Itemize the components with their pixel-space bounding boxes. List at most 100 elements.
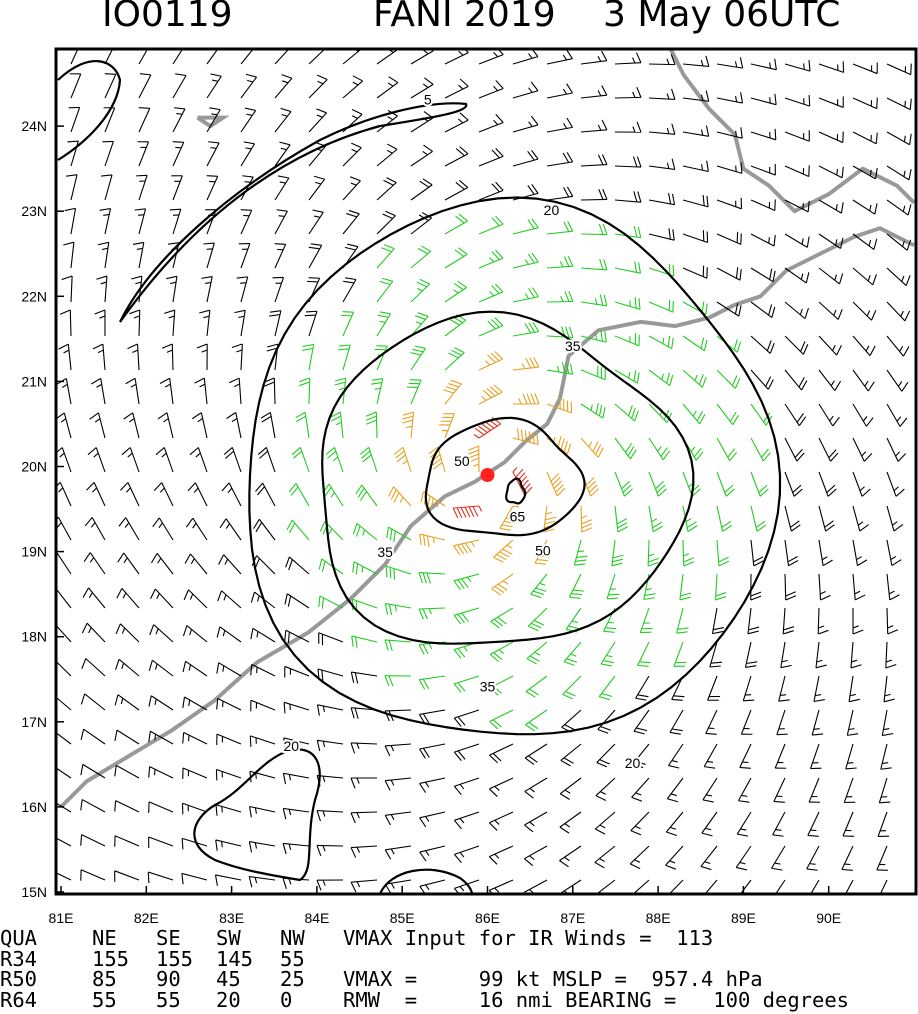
wind-barb <box>182 732 208 745</box>
barb-half-feather <box>600 791 606 795</box>
barb-feather <box>804 308 810 319</box>
barb-feather <box>635 697 647 701</box>
wind-barb <box>206 107 221 133</box>
barb-staff <box>249 876 276 881</box>
barb-half-feather <box>335 421 342 426</box>
r50-sw: 45 <box>216 967 241 991</box>
wind-barb <box>80 799 106 813</box>
barb-staff <box>61 447 72 473</box>
barb-staff <box>775 879 786 894</box>
wind-barb <box>648 369 674 387</box>
barb-staff <box>240 344 243 371</box>
barb-staff <box>194 482 208 507</box>
wind-barb <box>376 244 395 269</box>
barb-feather <box>497 583 508 591</box>
wind-barb <box>286 519 310 541</box>
barb-half-feather <box>256 631 259 638</box>
barb-feather <box>426 572 431 584</box>
barb-feather <box>173 107 186 110</box>
barb-feather <box>671 123 676 135</box>
barb-feather <box>696 410 703 422</box>
r34-se: 155 <box>156 947 194 971</box>
barb-staff <box>444 220 468 235</box>
barb-staff <box>249 805 276 813</box>
barb-feather <box>402 411 414 416</box>
barb-half-feather <box>223 594 227 601</box>
barb-feather <box>531 149 539 160</box>
barb-feather <box>603 259 608 271</box>
wind-barb <box>488 845 514 865</box>
barb-staff <box>104 107 116 133</box>
barb-feather <box>540 551 552 555</box>
wind-barb <box>376 49 399 65</box>
barb-feather <box>531 218 539 229</box>
barb-feather <box>807 834 819 837</box>
wind-barb <box>493 539 514 563</box>
barb-half-feather <box>120 698 124 705</box>
wind-barb <box>877 811 890 837</box>
wind-barb <box>852 607 864 635</box>
barb-feather <box>351 109 363 115</box>
barb-feather <box>791 524 801 532</box>
barb-feather <box>863 452 873 462</box>
wind-barb <box>439 413 455 439</box>
barb-staff <box>850 641 854 668</box>
barb-staff <box>444 253 468 269</box>
barb-feather <box>581 527 593 533</box>
barb-staff <box>138 208 147 235</box>
barb-half-feather <box>560 295 564 302</box>
wind-barb <box>876 845 888 871</box>
wind-barb <box>82 587 106 609</box>
barb-feather <box>454 249 465 257</box>
barb-feather <box>768 304 773 316</box>
wind-barb <box>750 573 762 601</box>
barb-half-feather <box>861 451 867 457</box>
wind-barb <box>818 267 844 285</box>
barb-staff <box>161 482 174 507</box>
barb-half-feather <box>524 293 530 300</box>
barb-feather <box>867 381 875 392</box>
barb-feather <box>291 447 301 455</box>
barb-staff <box>490 607 514 622</box>
wind-barb <box>443 379 462 405</box>
barb-feather <box>383 179 394 186</box>
barb-feather <box>249 735 252 747</box>
barb-feather <box>566 186 574 197</box>
barb-feather <box>713 626 725 631</box>
barb-feather <box>533 357 540 368</box>
barb-staff <box>818 369 836 391</box>
wind-barb <box>704 879 718 894</box>
barb-feather <box>667 798 679 803</box>
barb-staff <box>444 153 469 167</box>
barb-feather <box>599 258 604 270</box>
barb-feather <box>417 248 429 255</box>
barb-feather <box>257 486 265 496</box>
barb-staff <box>419 811 446 819</box>
barb-staff <box>848 675 854 702</box>
wind-barb <box>598 675 616 701</box>
barb-feather <box>478 425 488 434</box>
barb-feather <box>869 345 876 356</box>
barb-feather <box>339 344 351 347</box>
wind-barb <box>282 807 310 820</box>
wind-barb <box>56 447 72 473</box>
r64-nw: 0 <box>280 988 293 1012</box>
barb-feather <box>355 484 363 495</box>
barb-staff <box>70 174 78 201</box>
barb-feather <box>327 450 337 459</box>
radii-label-r50: R50 <box>0 967 38 991</box>
barb-staff <box>598 675 616 697</box>
barb-feather <box>524 757 535 765</box>
barb-staff <box>648 165 675 170</box>
wind-barb <box>852 62 878 75</box>
barb-feather <box>161 343 173 349</box>
barb-half-feather <box>862 416 868 422</box>
barb-half-feather <box>521 363 526 369</box>
barb-half-feather <box>833 309 837 316</box>
radii-label-r64: R64 <box>0 988 38 1012</box>
barb-feather <box>595 795 607 801</box>
barb-feather <box>286 519 293 531</box>
barb-feather <box>662 450 671 461</box>
barb-staff <box>512 124 539 133</box>
barb-half-feather <box>88 592 93 598</box>
